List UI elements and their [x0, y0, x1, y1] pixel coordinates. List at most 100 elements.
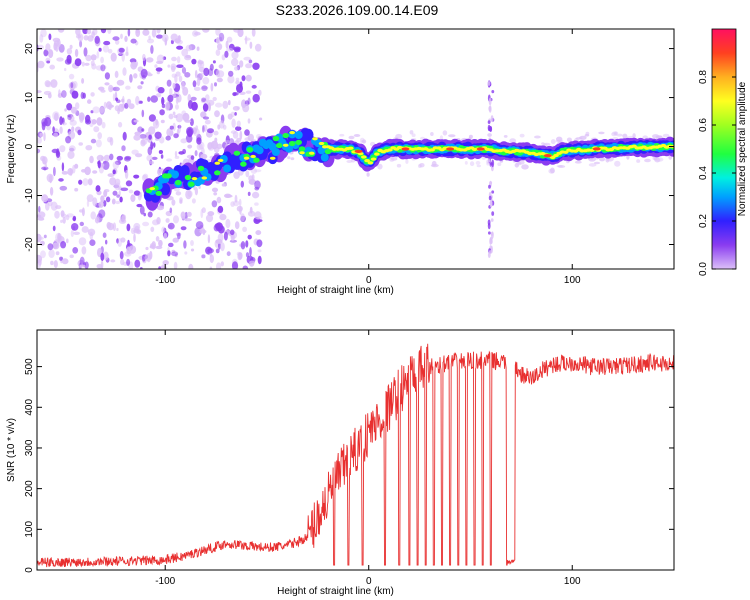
heat-blob — [247, 234, 252, 240]
y-tick-label: -20 — [24, 237, 35, 252]
heat-blob — [488, 195, 492, 201]
heat-blob — [72, 81, 78, 89]
heat-blob — [81, 78, 85, 84]
heat-blob — [43, 49, 49, 57]
heat-blob — [148, 134, 152, 140]
heat-blob — [196, 143, 203, 151]
heat-blob — [52, 225, 56, 232]
heat-blob — [197, 165, 205, 171]
heat-blob — [121, 145, 126, 152]
heat-blob — [598, 131, 605, 135]
heat-blob — [644, 158, 651, 163]
heat-blob — [86, 194, 94, 203]
heat-blob — [124, 35, 128, 43]
heat-blob — [173, 261, 178, 269]
heat-blob — [215, 248, 220, 254]
heat-blob — [83, 35, 89, 41]
heat-blob — [216, 77, 223, 83]
heat-blob — [40, 155, 46, 162]
heat-blob — [130, 61, 138, 70]
heat-blob — [169, 130, 174, 136]
heat-blob — [89, 155, 94, 164]
heat-blob — [171, 93, 177, 98]
heat-blob — [235, 126, 242, 131]
heat-blob — [49, 174, 53, 184]
heat-blob — [151, 156, 158, 160]
heat-blob — [360, 140, 366, 144]
heat-blob — [140, 68, 148, 78]
heat-blob — [489, 201, 493, 205]
heat-blob — [78, 179, 83, 185]
heat-blob — [288, 140, 296, 147]
heat-blob — [148, 114, 156, 122]
heat-blob — [534, 135, 541, 139]
heat-blob — [66, 238, 69, 244]
heat-blob — [133, 190, 141, 196]
heat-blob — [487, 133, 492, 137]
heat-blob — [213, 130, 219, 136]
heat-blob — [90, 54, 97, 61]
heat-blob — [140, 81, 144, 85]
heat-blob — [82, 178, 89, 186]
heat-blob — [74, 48, 79, 58]
heat-blob — [71, 90, 79, 99]
heat-blob — [142, 173, 149, 180]
heat-blob — [109, 86, 117, 91]
heat-blob — [348, 135, 355, 140]
heat-blob — [184, 72, 191, 78]
heat-blob — [64, 108, 67, 112]
heat-blob — [215, 102, 223, 108]
heat-blob — [257, 216, 263, 220]
heat-blob — [233, 29, 241, 33]
heat-blob — [247, 191, 251, 196]
heat-blob — [175, 113, 184, 123]
heat-blob — [491, 190, 495, 194]
heat-blob — [79, 209, 84, 213]
heat-blob — [135, 95, 140, 106]
heat-blob — [53, 260, 58, 269]
heat-blob — [616, 133, 623, 137]
heat-blob — [126, 223, 131, 232]
heat-blob — [240, 241, 246, 250]
heat-blob — [258, 89, 262, 96]
heat-blob — [240, 161, 247, 167]
heat-blob — [111, 198, 116, 205]
heat-blob — [159, 136, 165, 144]
heat-blob — [58, 89, 61, 97]
heat-blob — [151, 29, 157, 38]
heat-blob — [187, 100, 194, 109]
heat-blob — [169, 207, 173, 213]
heat-blob — [366, 172, 370, 177]
heat-blob — [211, 187, 219, 193]
heat-blob — [40, 250, 46, 259]
heat-blob — [230, 130, 237, 134]
heat-blob — [257, 249, 262, 253]
heat-blob — [230, 201, 235, 207]
heat-blob — [98, 47, 102, 52]
heat-blob — [69, 168, 73, 177]
heat-blob — [236, 106, 240, 110]
heat-blob — [225, 40, 229, 49]
heat-blob — [40, 29, 47, 38]
heat-blob — [54, 210, 60, 219]
heat-blob — [173, 215, 179, 224]
heat-blob — [411, 133, 416, 137]
heat-blob — [55, 44, 59, 52]
heat-blob — [176, 64, 184, 68]
heat-blob — [169, 88, 173, 96]
heat-blob — [55, 205, 62, 210]
colorbar-tick-label: 0.2 — [698, 214, 709, 228]
heat-blob — [100, 56, 104, 64]
heat-blob — [249, 247, 252, 257]
heat-blob — [242, 265, 248, 269]
heat-blob — [133, 233, 136, 243]
heat-blob — [167, 222, 175, 230]
heat-blob — [361, 155, 367, 159]
heat-blob — [77, 33, 84, 42]
heat-blob — [59, 116, 63, 126]
heat-blob — [107, 29, 112, 34]
heat-blob — [97, 160, 101, 169]
heat-blob — [125, 85, 131, 90]
heat-blob — [162, 260, 169, 266]
heat-blob — [142, 53, 146, 62]
